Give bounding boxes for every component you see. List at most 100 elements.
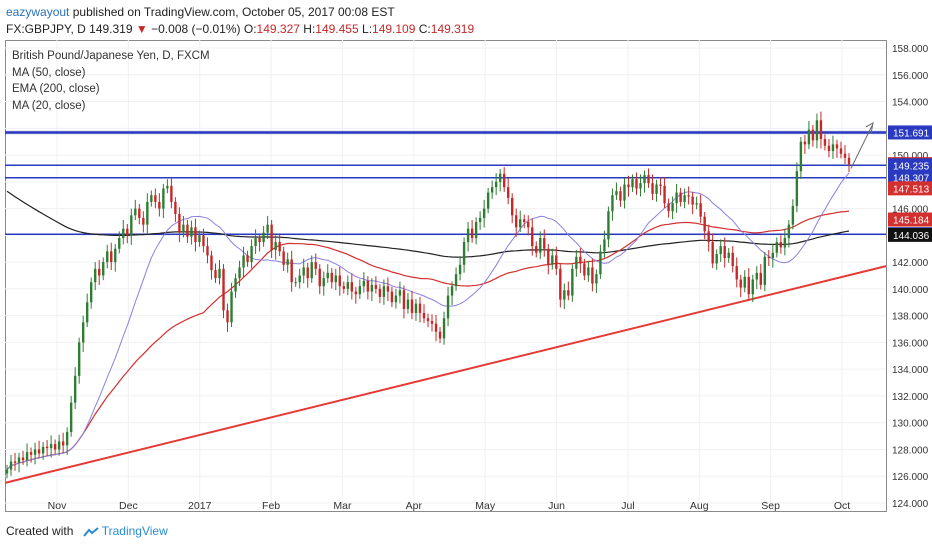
candle-body bbox=[639, 183, 642, 189]
candle-body bbox=[254, 238, 257, 247]
candle-body bbox=[418, 303, 422, 313]
candle-body bbox=[462, 242, 466, 265]
candle-body bbox=[342, 286, 345, 289]
low-value: 149.109 bbox=[372, 22, 416, 36]
price-label: 144.036 bbox=[893, 231, 930, 242]
candle-body bbox=[739, 279, 742, 288]
y-tick-label: 124.000 bbox=[892, 499, 929, 510]
legend-ma50[interactable]: MA (50, close) bbox=[12, 66, 86, 79]
candle-body bbox=[374, 284, 378, 289]
candle-body bbox=[506, 187, 510, 198]
y-tick-label: 134.000 bbox=[892, 365, 929, 376]
candle-body bbox=[699, 203, 702, 217]
legend-ema200[interactable]: EMA (200, close) bbox=[12, 83, 100, 95]
candle-body bbox=[474, 221, 478, 239]
candle-body bbox=[791, 205, 795, 225]
candle-body bbox=[386, 286, 390, 292]
symbol-label: FX:GBPJPY, D bbox=[6, 22, 86, 36]
x-tick-label: Mar bbox=[333, 500, 352, 512]
candle-body bbox=[33, 449, 37, 455]
x-tick-label: Feb bbox=[262, 500, 280, 512]
candle-body bbox=[771, 252, 775, 259]
candle-body bbox=[599, 251, 602, 275]
price-label-box bbox=[888, 170, 932, 185]
candle-body bbox=[49, 444, 53, 449]
candle-body bbox=[691, 196, 694, 205]
candle-body bbox=[142, 217, 145, 225]
candle-body bbox=[13, 461, 17, 463]
candle-body bbox=[85, 302, 89, 323]
high-value: 149.455 bbox=[315, 22, 359, 36]
candle-body bbox=[402, 290, 406, 309]
candle-body bbox=[831, 144, 835, 152]
y-tick-label: 132.000 bbox=[892, 392, 929, 403]
candle-body bbox=[783, 238, 787, 248]
candle-body bbox=[322, 278, 325, 287]
candle-body bbox=[835, 144, 839, 149]
candle-body bbox=[29, 452, 33, 455]
author-link[interactable]: eazywayout bbox=[6, 5, 70, 19]
candle-body bbox=[623, 184, 626, 201]
candle-body bbox=[406, 299, 410, 309]
candle-body bbox=[250, 246, 253, 263]
candle-body bbox=[675, 192, 678, 204]
legend-ma20[interactable]: MA (20, close) bbox=[12, 99, 86, 112]
candle-body bbox=[154, 195, 157, 202]
x-tick-label: 2017 bbox=[188, 500, 212, 512]
candle-body bbox=[162, 188, 165, 209]
candle-body bbox=[659, 184, 662, 186]
candle-body bbox=[454, 274, 458, 287]
candle-body bbox=[847, 157, 851, 165]
x-tick-label: Sep bbox=[761, 500, 780, 512]
candle-body bbox=[270, 224, 273, 251]
candle-body bbox=[318, 268, 321, 287]
candle-body bbox=[551, 255, 554, 265]
candle-body bbox=[378, 288, 382, 297]
candle-body bbox=[206, 246, 209, 256]
candle-body bbox=[178, 213, 181, 233]
y-tick-label: 158.000 bbox=[892, 44, 929, 55]
candle-body bbox=[595, 274, 598, 284]
candle-body bbox=[5, 469, 9, 474]
candle-body bbox=[61, 441, 65, 446]
candle-body bbox=[358, 286, 362, 295]
candle-body bbox=[667, 203, 670, 212]
candle-body bbox=[326, 272, 329, 279]
y-tick-label: 130.000 bbox=[892, 419, 929, 430]
candle-body bbox=[627, 184, 630, 188]
candle-body bbox=[603, 239, 606, 252]
candle-body bbox=[330, 272, 333, 283]
candle-body bbox=[711, 242, 714, 264]
x-tick-label: Jun bbox=[548, 500, 565, 512]
tradingview-brand[interactable]: TradingView bbox=[101, 524, 168, 538]
candle-body bbox=[362, 280, 366, 287]
publish-text: published on TradingView.com, October 05… bbox=[72, 5, 395, 19]
candle-body bbox=[759, 272, 762, 285]
y-tick-label: 146.000 bbox=[892, 205, 929, 216]
candle-body bbox=[611, 195, 614, 212]
candle-body bbox=[815, 120, 819, 141]
candle-body bbox=[286, 259, 289, 265]
candle-body bbox=[619, 191, 622, 201]
candle-body bbox=[731, 252, 734, 267]
last-price: 149.319 bbox=[89, 22, 133, 36]
candle-body bbox=[587, 267, 590, 276]
candle-body bbox=[150, 195, 153, 202]
price-label-box bbox=[888, 158, 932, 173]
candle-body bbox=[382, 286, 386, 297]
level-band bbox=[5, 130, 886, 135]
candle-body bbox=[494, 181, 498, 188]
candle-body bbox=[807, 129, 811, 145]
candle-body bbox=[655, 184, 658, 194]
high-label: H: bbox=[303, 22, 316, 36]
candle-body bbox=[370, 284, 374, 292]
y-tick-label: 142.000 bbox=[892, 258, 929, 269]
candle-body bbox=[567, 290, 570, 296]
candle-body bbox=[134, 208, 137, 216]
candle-body bbox=[563, 290, 566, 300]
candle-body bbox=[174, 201, 177, 214]
candle-body bbox=[37, 449, 41, 454]
y-tick-label: 126.000 bbox=[892, 472, 929, 483]
candle-body bbox=[523, 219, 526, 222]
